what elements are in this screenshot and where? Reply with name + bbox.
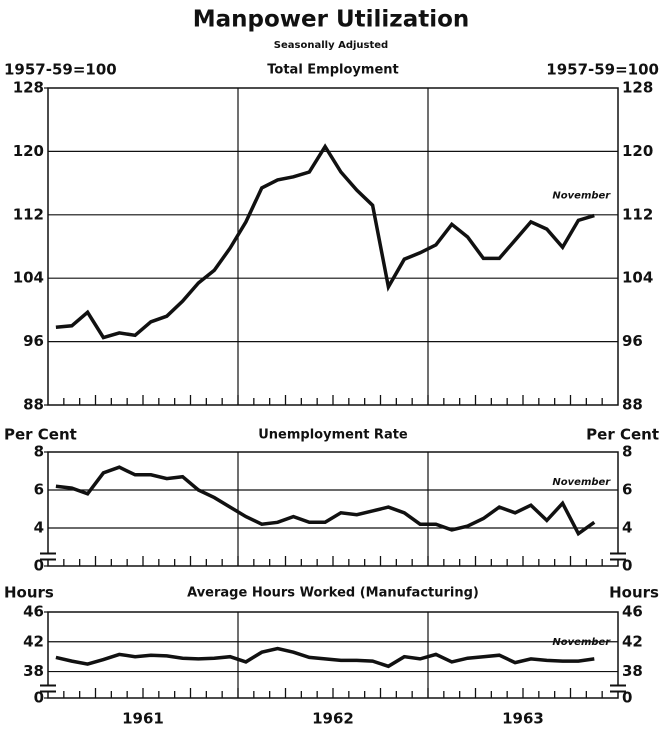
y-tick-label-left: 104: [13, 269, 44, 287]
y-tick-label-right: 88: [622, 396, 643, 414]
y-tick-label-left: 0: [34, 689, 44, 707]
chart-title: Manpower Utilization: [193, 7, 470, 33]
y-tick-label-left: 6: [34, 481, 44, 499]
x-tick-label: 1963: [502, 710, 544, 728]
y-tick-label-right: 96: [622, 332, 643, 350]
y-tick-label-left: 38: [23, 662, 44, 680]
y-tick-label-left: 128: [13, 79, 44, 97]
y-tick-label-right: 46: [622, 603, 643, 621]
y-tick-label-left: 4: [34, 519, 44, 537]
y-tick-label-left: 88: [23, 396, 44, 414]
annotation: November: [552, 637, 611, 648]
y-tick-label-right: 104: [622, 269, 653, 287]
data-line: [55, 646, 595, 669]
y-tick-label-right: 112: [622, 205, 653, 223]
annotation: November: [552, 477, 611, 488]
chart-subtitle: Seasonally Adjusted: [274, 40, 388, 51]
y-tick-label-left: 42: [23, 632, 44, 650]
y-tick-label-right: 42: [622, 632, 643, 650]
y-tick-label-left: 112: [13, 205, 44, 223]
y-tick-label-right: 0: [622, 689, 632, 707]
unit-label-right: 1957-59=100: [546, 61, 659, 79]
x-tick-label: 1961: [122, 710, 164, 728]
y-tick-label-right: 4: [622, 519, 632, 537]
unit-label-right: Per Cent: [586, 426, 659, 444]
plot-frame: [47, 87, 619, 406]
y-tick-label-left: 96: [23, 332, 44, 350]
unit-label-left: Per Cent: [4, 426, 77, 444]
annotation: November: [552, 191, 611, 202]
y-tick-label-right: 38: [622, 662, 643, 680]
unit-label-left: Hours: [4, 584, 54, 602]
y-tick-label-right: 6: [622, 481, 632, 499]
data-line: [55, 143, 595, 340]
panel-title: Unemployment Rate: [258, 428, 408, 443]
unit-label-left: 1957-59=100: [4, 61, 117, 79]
unit-label-right: Hours: [609, 584, 659, 602]
y-tick-label-right: 128: [622, 79, 653, 97]
y-tick-label-right: 0: [622, 557, 632, 575]
y-tick-label-left: 8: [34, 443, 44, 461]
panel-title: Total Employment: [267, 63, 398, 78]
y-tick-label-left: 0: [34, 557, 44, 575]
y-tick-label-left: 120: [13, 142, 44, 160]
data-line: [55, 465, 596, 537]
y-tick-label-right: 8: [622, 443, 632, 461]
y-tick-label-right: 120: [622, 142, 653, 160]
x-tick-label: 1962: [312, 710, 354, 728]
y-tick-label-left: 46: [23, 603, 44, 621]
panel-title: Average Hours Worked (Manufacturing): [187, 586, 479, 601]
